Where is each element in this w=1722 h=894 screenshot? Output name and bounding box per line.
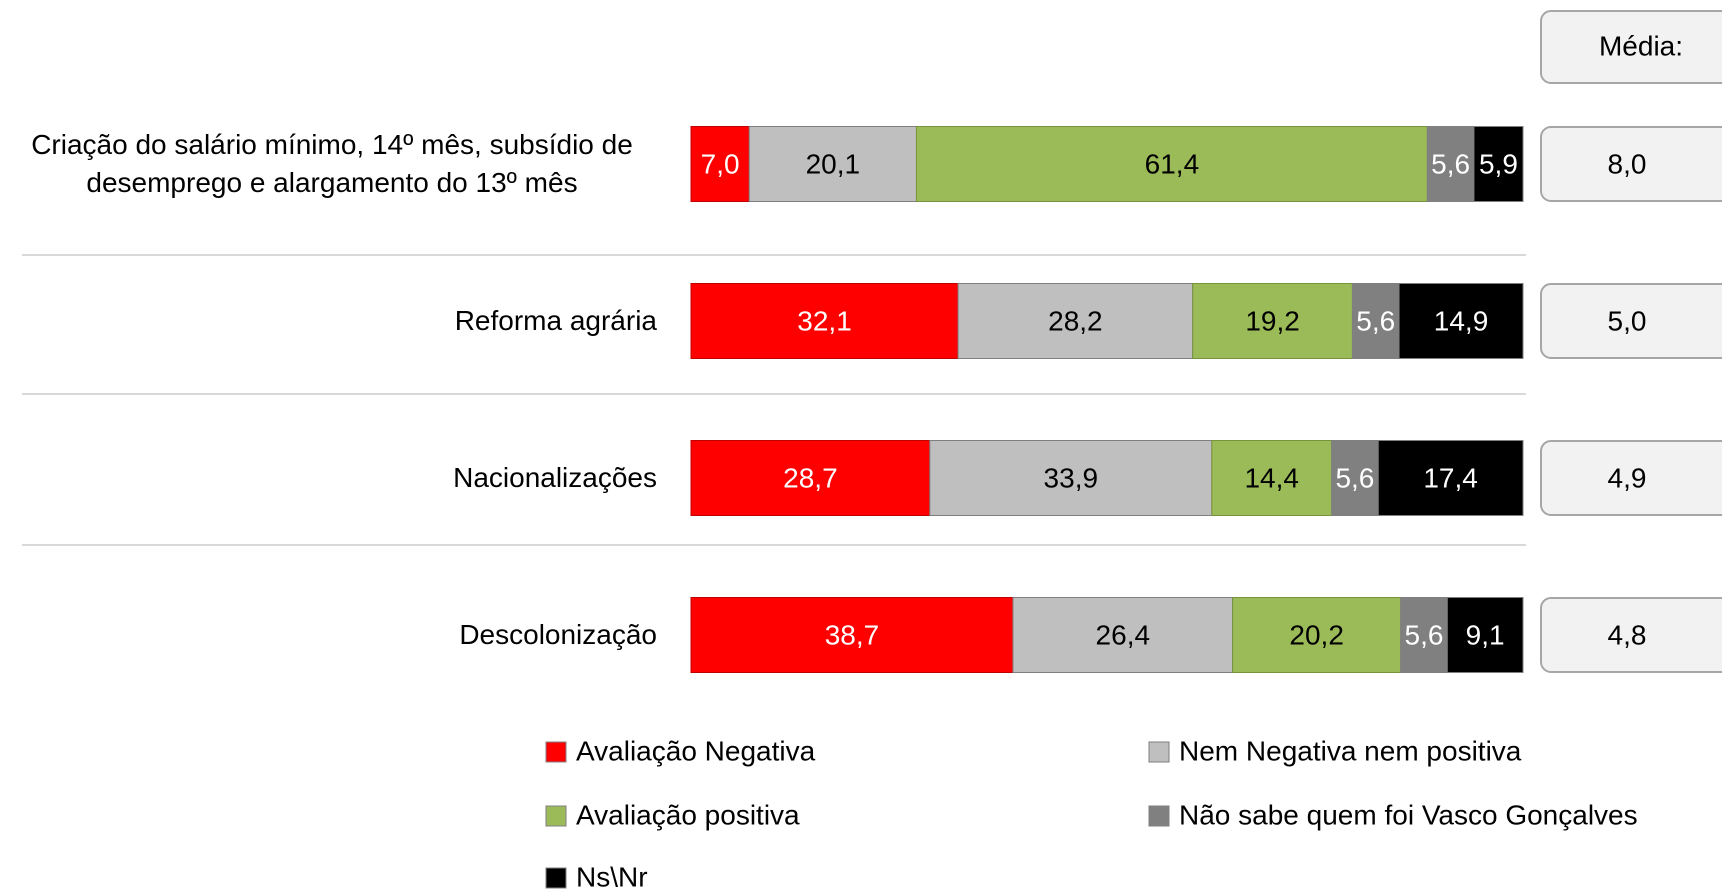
data-label: 14,4 (1244, 462, 1299, 493)
bar-segment (1211, 440, 1333, 516)
data-label: 61,4 (1145, 148, 1200, 179)
category-label: Criação do salário mínimo, 14º mês, subs… (0, 94, 657, 234)
legend-label: Avaliação positiva (576, 799, 800, 830)
data-label: 5,6 (1405, 619, 1444, 650)
bar-segment (957, 283, 1194, 359)
legend-swatch (545, 805, 567, 827)
bar-segment (690, 283, 959, 359)
legend-label: Avaliação Negativa (576, 735, 816, 766)
legend-label: Não sabe quem foi Vasco Gonçalves (1179, 799, 1638, 830)
media-box (1540, 597, 1722, 673)
data-label: 5,9 (1479, 148, 1518, 179)
data-label: 20,2 (1289, 619, 1344, 650)
media-box (1540, 440, 1722, 516)
bar-segment (1331, 440, 1379, 516)
data-label: 26,4 (1096, 619, 1151, 650)
media-value: 8,0 (1608, 148, 1647, 179)
legend-label: Ns\Nr (576, 861, 648, 892)
category-label: Descolonização (0, 565, 657, 705)
media-value: 4,9 (1608, 462, 1647, 493)
media-value: 5,0 (1608, 305, 1647, 336)
bar-segment (929, 440, 1213, 516)
data-label: 5,6 (1431, 148, 1470, 179)
media-value: 4,8 (1608, 619, 1647, 650)
bar-segment (690, 440, 931, 516)
media-header-box (1540, 10, 1722, 84)
data-label: 20,1 (806, 148, 861, 179)
bar-segment (1351, 283, 1400, 359)
bar-segment (1400, 597, 1448, 673)
category-label: Nacionalizações (0, 408, 657, 548)
legend-swatch (1148, 805, 1170, 827)
data-label: 14,9 (1434, 305, 1489, 336)
data-label: 5,6 (1356, 305, 1395, 336)
data-label: 5,6 (1335, 462, 1374, 493)
data-label: 38,7 (825, 619, 880, 650)
data-label: 28,7 (783, 462, 838, 493)
data-label: 33,9 (1044, 462, 1099, 493)
bar-segment (915, 126, 1428, 202)
bar-segment (1473, 126, 1524, 202)
bar-segment (1377, 440, 1524, 516)
bar-segment (690, 597, 1014, 673)
legend-label: Nem Negativa nem positiva (1179, 735, 1522, 766)
bar-segment (1012, 597, 1234, 673)
category-text: Criação do salário mínimo, 14º mês, subs… (31, 129, 633, 198)
media-box (1540, 126, 1722, 202)
category-text: Descolonização (459, 619, 657, 650)
category-text: Nacionalizações (453, 462, 657, 493)
bar-segment (690, 126, 750, 202)
legend-swatch (545, 741, 567, 763)
bar-segment (1446, 597, 1524, 673)
bar-segment (1426, 126, 1475, 202)
category-label: Reforma agrária (0, 251, 657, 391)
media-header: Média: (1599, 30, 1683, 61)
data-label: 19,2 (1245, 305, 1300, 336)
data-label: 17,4 (1423, 462, 1478, 493)
bar-segment (1232, 597, 1402, 673)
data-label: 28,2 (1048, 305, 1103, 336)
bar-segment (748, 126, 917, 202)
legend-swatch (545, 867, 567, 889)
media-box (1540, 283, 1722, 359)
bar-segment (1192, 283, 1353, 359)
data-label: 32,1 (797, 305, 852, 336)
data-label: 7,0 (701, 148, 740, 179)
legend-swatch (1148, 741, 1170, 763)
data-label: 9,1 (1466, 619, 1505, 650)
bar-segment (1398, 283, 1524, 359)
category-text: Reforma agrária (454, 305, 657, 336)
